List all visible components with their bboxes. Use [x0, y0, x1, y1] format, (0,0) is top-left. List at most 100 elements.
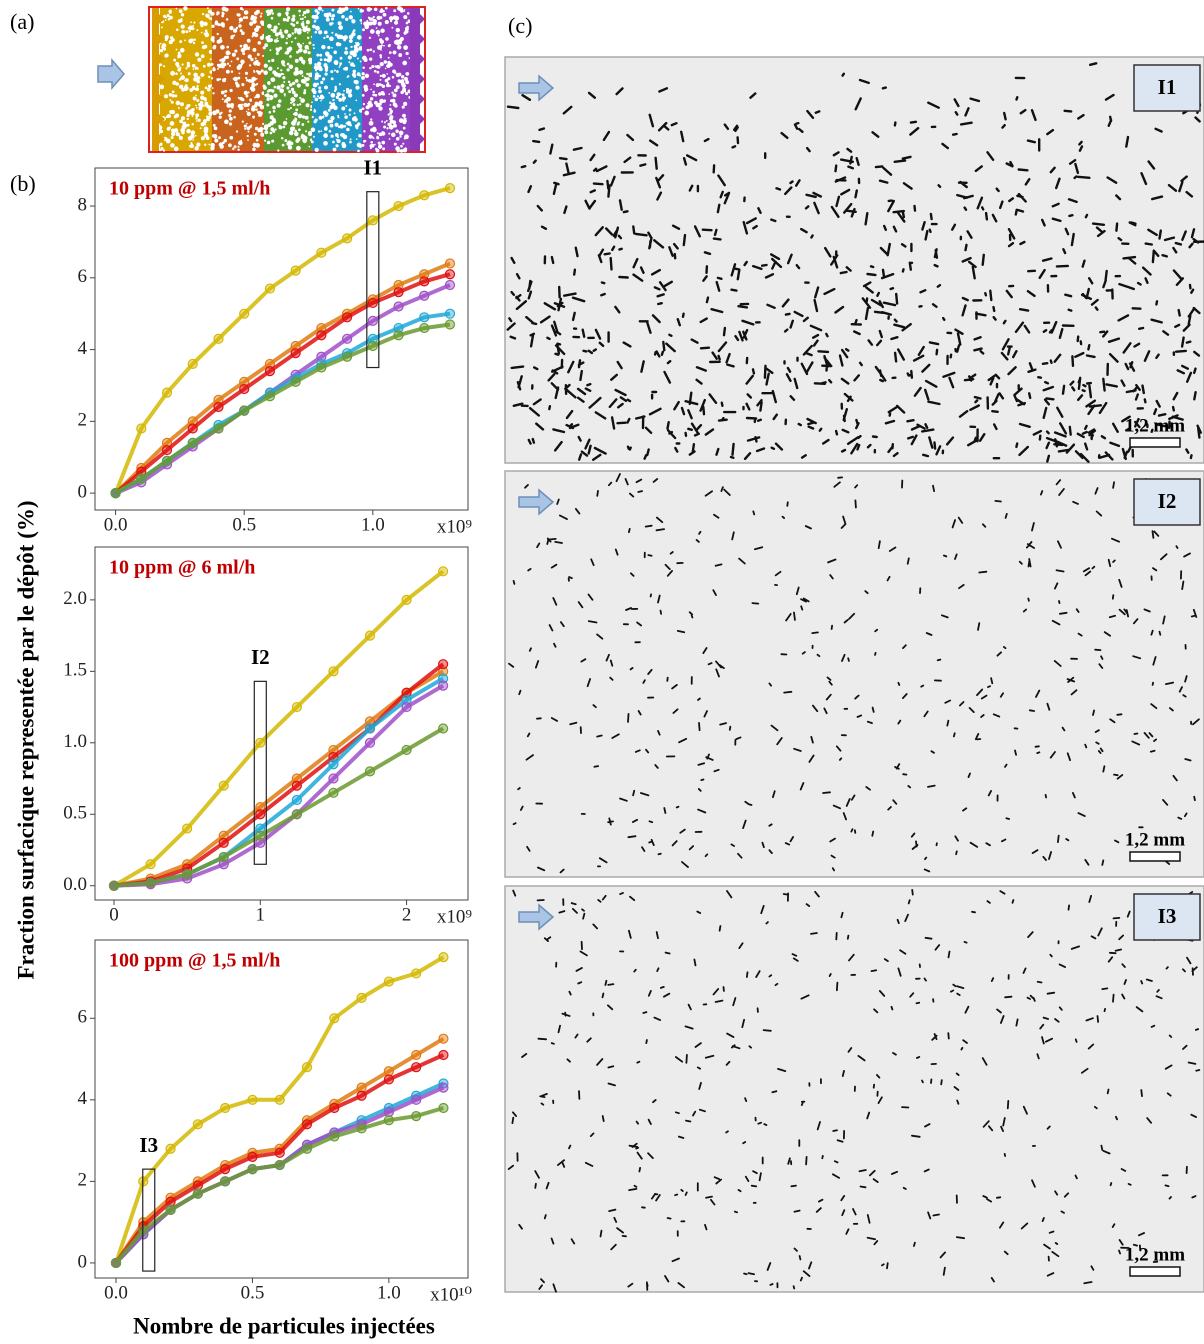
panel-label: (b)	[10, 171, 36, 196]
series-line	[113, 662, 445, 888]
x-multiplier: x10⁹	[437, 516, 473, 537]
data-point	[274, 1159, 285, 1171]
data-point	[401, 694, 412, 706]
data-point	[328, 744, 339, 756]
data-point	[218, 859, 229, 870]
chart: 0.0 0.5 1.0 1.5 2.0 0 1 2 x10⁹ I2 10 ppm @ 6 ml/h	[63, 546, 473, 927]
y-tick-label: 2	[78, 1170, 88, 1191]
data-point	[145, 877, 156, 888]
data-point	[419, 290, 430, 301]
data-point	[239, 383, 250, 395]
data-point	[328, 787, 339, 798]
chart-title: 10 ppm @ 6 ml/h	[109, 557, 255, 579]
data-point	[218, 837, 229, 848]
series-line	[113, 669, 445, 888]
data-point	[247, 1164, 258, 1175]
x-tick-label: 0.0	[104, 1282, 128, 1303]
series-line	[113, 683, 445, 888]
data-point	[329, 1131, 340, 1142]
data-point	[419, 190, 430, 201]
annotation-label: I1	[363, 155, 382, 179]
y-tick-label: 2	[78, 410, 88, 431]
data-point	[419, 269, 430, 280]
y-tick-label: 0.0	[63, 874, 87, 895]
data-point	[316, 351, 327, 362]
data-point	[341, 312, 353, 323]
data-point	[213, 401, 224, 413]
x-tick-label: 0.5	[232, 514, 256, 535]
data-point	[165, 1143, 176, 1154]
data-point	[341, 351, 353, 362]
data-point	[364, 737, 376, 748]
schematic	[97, 5, 426, 153]
wall-tooth	[159, 114, 165, 124]
data-point	[393, 287, 404, 298]
data-point	[165, 1196, 176, 1207]
data-point	[341, 233, 353, 244]
wall-tooth	[420, 94, 425, 104]
x-multiplier: x10⁹	[437, 906, 473, 927]
data-point	[136, 423, 147, 434]
chart: 0 2 4 6 8 0.0 0.5 1.0 x10⁹ I1 10 ppm @ 1,5 ml/h	[78, 155, 473, 537]
scale-bar	[1129, 1266, 1181, 1277]
data-point	[255, 809, 266, 820]
data-point	[438, 723, 449, 734]
wall	[152, 8, 159, 151]
data-point	[255, 837, 266, 848]
wall-tooth	[420, 114, 425, 124]
data-point	[165, 1204, 176, 1216]
data-point	[161, 455, 173, 466]
data-point	[367, 315, 378, 326]
data-point	[383, 1066, 394, 1077]
chart-title: 10 ppm @ 1,5 ml/h	[109, 178, 270, 200]
data-point	[239, 405, 250, 416]
data-point	[301, 1062, 313, 1073]
x-tick-label: 2	[402, 904, 412, 925]
deposit	[506, 62, 1204, 463]
annotation-label: I2	[251, 645, 270, 669]
data-point	[356, 1123, 367, 1134]
micrograph	[504, 470, 1204, 878]
data-point	[383, 976, 394, 987]
data-point	[383, 1115, 394, 1126]
data-point	[192, 1119, 203, 1130]
y-tick-label: 2.0	[63, 588, 87, 609]
data-point	[264, 391, 276, 402]
data-point	[328, 666, 339, 677]
image-label-box	[1133, 893, 1201, 941]
annotation-box	[253, 680, 267, 865]
data-point	[291, 794, 302, 806]
series-line	[112, 569, 445, 888]
y-tick-label: 6	[78, 1007, 88, 1028]
data-point	[239, 308, 250, 319]
data-point	[187, 423, 198, 434]
annotation-label: I3	[139, 1133, 158, 1157]
data-point	[187, 416, 198, 427]
x-multiplier: x10¹⁰	[430, 1284, 472, 1305]
data-point	[329, 1013, 340, 1024]
data-point	[255, 737, 266, 748]
data-point	[364, 723, 376, 734]
series-line	[114, 1106, 444, 1265]
data-point	[364, 630, 376, 641]
pore	[157, 6, 214, 152]
data-point	[108, 880, 120, 891]
y-tick-label: 0	[78, 1251, 88, 1272]
x-tick-label: 1.0	[377, 1282, 401, 1303]
data-point	[329, 1102, 340, 1114]
data-point	[393, 322, 404, 334]
data-point	[255, 802, 266, 813]
x-axis-label: Nombre de particules injectées	[133, 1313, 435, 1338]
data-point	[444, 308, 456, 319]
data-point	[438, 659, 449, 670]
data-point	[274, 1147, 285, 1158]
data-point	[213, 394, 224, 405]
data-point	[247, 1094, 258, 1105]
data-point	[182, 869, 193, 880]
scale-bar	[1129, 437, 1181, 448]
data-point	[328, 773, 339, 784]
y-tick-label: 4	[78, 338, 88, 359]
data-point	[316, 247, 327, 258]
y-tick-label: 0.5	[63, 803, 87, 824]
